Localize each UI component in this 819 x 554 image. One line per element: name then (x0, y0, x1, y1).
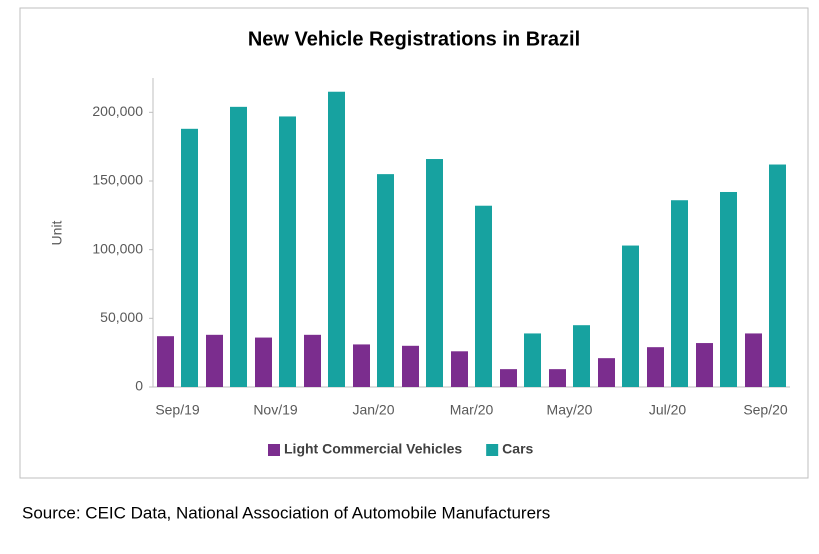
bar (696, 343, 713, 387)
bar (279, 116, 296, 387)
chart-frame (19, 7, 809, 479)
x-tick-label: Mar/20 (450, 402, 494, 418)
bar (157, 336, 174, 387)
x-tick-label: Nov/19 (253, 402, 298, 418)
x-tick-label: Sep/20 (743, 402, 788, 418)
bar (524, 333, 541, 387)
bar (769, 164, 786, 387)
bar (328, 91, 345, 387)
bar (206, 334, 223, 387)
bar (647, 347, 664, 387)
bar (745, 333, 762, 387)
x-tick-label: May/20 (547, 402, 593, 418)
bar (304, 334, 321, 387)
source-note: Source: CEIC Data, National Association … (22, 503, 550, 522)
y-tick-label: 100,000 (92, 240, 143, 256)
y-tick-label: 200,000 (92, 103, 143, 119)
bar (573, 325, 590, 387)
bar (181, 128, 198, 387)
y-tick-label: 150,000 (92, 172, 143, 188)
x-tick-label: Jan/20 (352, 402, 394, 418)
bar (622, 245, 639, 387)
y-tick-label: 50,000 (100, 309, 143, 325)
bar (720, 191, 737, 387)
bar (671, 200, 688, 387)
legend-swatch (486, 444, 499, 456)
y-tick-label: 0 (135, 378, 143, 394)
bar (451, 351, 468, 387)
legend-label: Cars (502, 441, 533, 457)
x-tick-label: Jul/20 (649, 402, 687, 418)
bar (230, 106, 247, 387)
bar (255, 337, 272, 387)
y-axis-label: Unit (49, 220, 65, 245)
bar (598, 358, 615, 387)
bar (549, 369, 566, 387)
bar (426, 159, 443, 387)
bar (402, 345, 419, 387)
legend-label: Light Commercial Vehicles (284, 441, 462, 457)
bar (475, 205, 492, 387)
bar (500, 369, 517, 387)
bar (377, 174, 394, 387)
bar (353, 344, 370, 387)
legend-swatch (268, 444, 280, 456)
x-tick-label: Sep/19 (155, 402, 200, 418)
chart-title: New Vehicle Registrations in Brazil (248, 28, 580, 50)
